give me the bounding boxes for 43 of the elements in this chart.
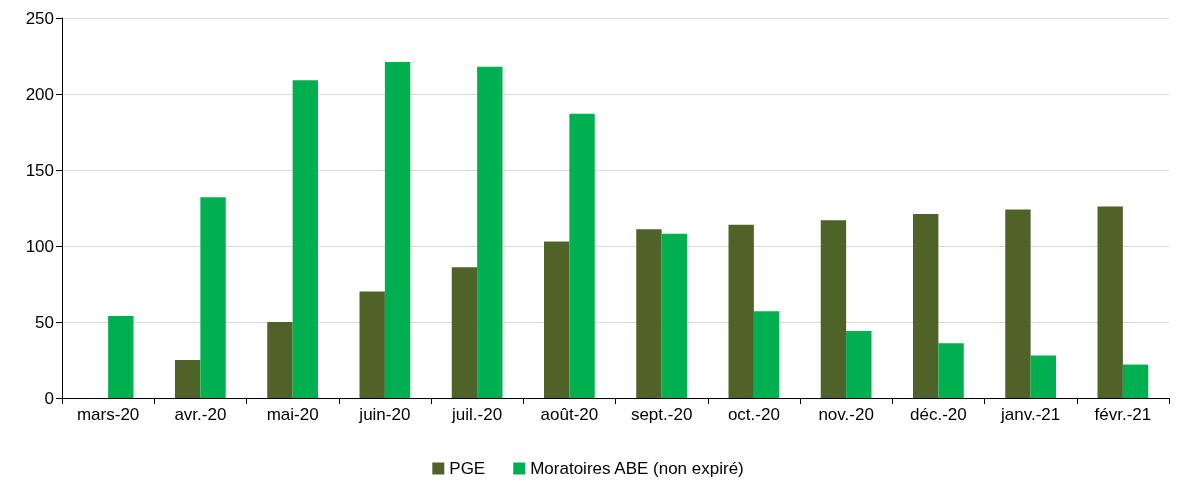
bar bbox=[384, 62, 411, 398]
bar bbox=[820, 220, 847, 398]
bar bbox=[846, 331, 872, 398]
bar bbox=[913, 214, 939, 398]
bar bbox=[753, 311, 780, 398]
x-tick-label: déc.-20 bbox=[910, 405, 967, 424]
x-tick-label: avr.-20 bbox=[174, 405, 227, 424]
x-tick-label: janv.-21 bbox=[1000, 405, 1061, 424]
bar bbox=[477, 66, 503, 398]
x-tick-label: sept.-20 bbox=[630, 405, 693, 424]
bar bbox=[1097, 206, 1123, 398]
bar bbox=[661, 233, 687, 398]
x-tick-label: oct.-20 bbox=[727, 405, 780, 424]
y-tick-label: 150 bbox=[25, 160, 54, 180]
bar bbox=[175, 360, 201, 398]
bar bbox=[1005, 209, 1031, 398]
bar bbox=[569, 113, 595, 398]
bar bbox=[728, 224, 754, 398]
x-tick-label: juil.-20 bbox=[451, 405, 503, 424]
legend-label: Moratoires ABE (non expiré) bbox=[530, 459, 744, 478]
y-tick-label: 200 bbox=[25, 84, 54, 104]
bar bbox=[1030, 355, 1056, 398]
x-tick-label: nov.-20 bbox=[818, 405, 874, 424]
bar bbox=[1122, 364, 1149, 398]
y-tick-label: 0 bbox=[44, 388, 54, 408]
x-tick-label: mars-20 bbox=[76, 405, 140, 424]
bar bbox=[938, 343, 964, 398]
x-tick-label: mai-20 bbox=[266, 405, 319, 424]
bar bbox=[544, 241, 570, 398]
legend-label: PGE bbox=[449, 459, 486, 478]
y-tick-label: 250 bbox=[25, 8, 54, 28]
y-tick-label: 50 bbox=[35, 312, 54, 332]
bar bbox=[108, 315, 134, 398]
bar bbox=[267, 322, 293, 398]
bar bbox=[292, 80, 318, 398]
y-tick-label: 100 bbox=[25, 236, 54, 256]
bar bbox=[451, 267, 478, 398]
bar bbox=[200, 197, 226, 398]
x-tick-label: août-20 bbox=[540, 405, 599, 424]
x-tick-label: févr.-21 bbox=[1094, 405, 1152, 424]
x-tick-label: juin-20 bbox=[358, 405, 411, 424]
bar bbox=[359, 291, 385, 398]
bar bbox=[636, 229, 662, 398]
